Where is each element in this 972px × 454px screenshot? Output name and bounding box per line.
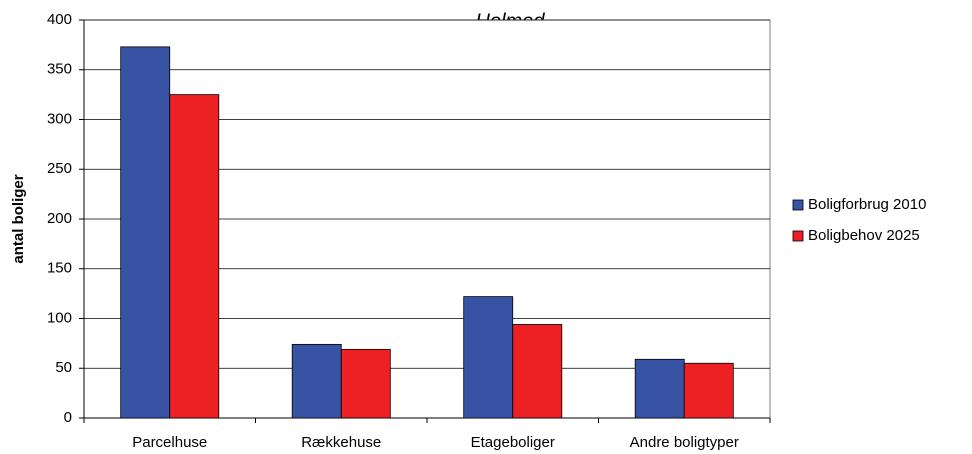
y-tick-label: 0: [64, 409, 72, 426]
bar: [340, 348, 391, 419]
x-tick-label: Parcelhuse: [132, 434, 207, 451]
legend-label: Boligbehov 2025: [808, 227, 920, 244]
y-tick-label: 150: [47, 260, 72, 277]
y-tick-label: 350: [47, 61, 72, 78]
y-axis-label: antal boliger: [10, 174, 27, 263]
bar: [463, 296, 514, 419]
bar: [683, 362, 734, 419]
bar: [512, 324, 563, 419]
x-tick-label: Etageboliger: [471, 434, 555, 451]
x-tick-label: Andre boligtyper: [630, 434, 739, 451]
y-tick-label: 50: [55, 359, 72, 376]
bar: [291, 343, 342, 419]
legend-swatch: [792, 230, 804, 242]
bar: [634, 358, 685, 419]
y-tick-label: 200: [47, 210, 72, 227]
y-tick-label: 100: [47, 309, 72, 326]
y-tick-label: 400: [47, 11, 72, 28]
legend-swatch: [792, 199, 804, 211]
y-tick-label: 300: [47, 110, 72, 127]
x-tick-label: Rækkehuse: [301, 434, 381, 451]
legend-label: Boligforbrug 2010: [808, 196, 926, 213]
bar: [169, 94, 220, 419]
y-tick-label: 250: [47, 160, 72, 177]
bar: [120, 46, 171, 419]
